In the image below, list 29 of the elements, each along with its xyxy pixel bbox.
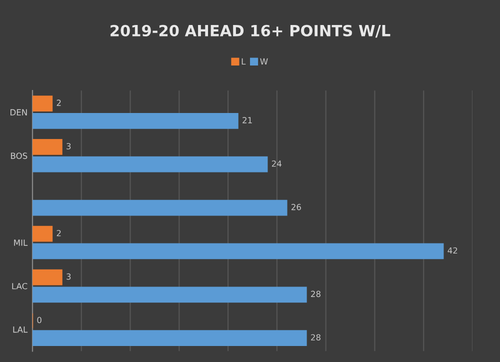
data-label: 3 (66, 143, 71, 150)
bar (32, 156, 268, 172)
data-label: 3 (66, 273, 71, 280)
data-label: 42 (448, 247, 458, 254)
data-label: 2 (56, 230, 61, 236)
bar (32, 200, 288, 216)
legend-label: L (242, 58, 246, 65)
data-label: 21 (242, 117, 252, 124)
chart-title: 2019-20 AHEAD 16+ POINTS W/L (110, 24, 390, 38)
y-tick-label: DEN (10, 109, 27, 116)
data-label: 28 (311, 290, 320, 298)
data-label: 2 (56, 100, 61, 106)
data-label: 28 (311, 334, 320, 341)
data-label: 24 (272, 160, 282, 167)
bar (32, 96, 53, 112)
bar (32, 112, 238, 129)
bar (32, 243, 444, 260)
bar (32, 269, 62, 286)
bar (32, 286, 307, 303)
y-tick-label: LAC (12, 282, 28, 290)
bar (32, 226, 53, 242)
y-tick-label: BOS (11, 152, 28, 159)
y-tick-label: LAL (13, 326, 28, 333)
legend-label: W (260, 58, 268, 65)
data-label: 26 (292, 204, 301, 210)
bar (32, 139, 62, 155)
data-label: 0 (37, 316, 42, 324)
bar (32, 330, 307, 346)
y-tick-label: MIL (14, 240, 28, 246)
